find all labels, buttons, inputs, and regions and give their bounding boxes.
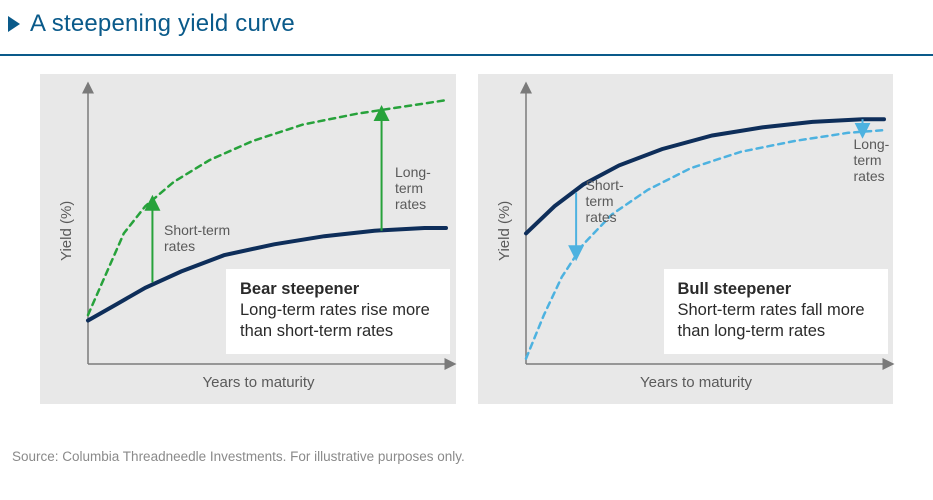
right-chart-panel: Yield (%) Years to maturity Short-termrate… [478,74,894,404]
left-long-term-label: Long-termrates [395,164,431,212]
source-text: Source: Columbia Threadneedle Investment… [12,449,465,464]
right-x-axis-label: Years to maturity [640,374,752,391]
right-svg [478,74,898,404]
left-caption-body: Long-term rates rise more than short-ter… [240,301,430,340]
left-caption-title: Bear steepener [240,279,436,300]
right-long-term-label: Long-termrates [854,136,890,184]
right-caption-title: Bull steepener [678,279,874,300]
left-y-axis-label: Yield (%) [58,200,75,260]
right-caption: Bull steepenerShort-term rates fall more… [664,269,888,354]
left-x-axis-label: Years to maturity [203,374,315,391]
page-title: A steepening yield curve [30,10,295,38]
left-caption: Bear steepenerLong-term rates rise more … [226,269,450,354]
right-short-term-label: Short-termrates [586,177,624,225]
right-y-axis-label: Yield (%) [496,200,513,260]
title-row: A steepening yield curve [0,0,933,56]
left-svg [40,74,460,404]
title-marker-icon [8,16,20,32]
right-caption-body: Short-term rates fall more than long-ter… [678,301,865,340]
right-series-base [526,119,884,233]
chart-panels: Yield (%) Years to maturity Short-termrate… [0,74,933,404]
left-chart-panel: Yield (%) Years to maturity Short-termrate… [40,74,456,404]
left-short-term-label: Short-termrates [164,222,230,254]
